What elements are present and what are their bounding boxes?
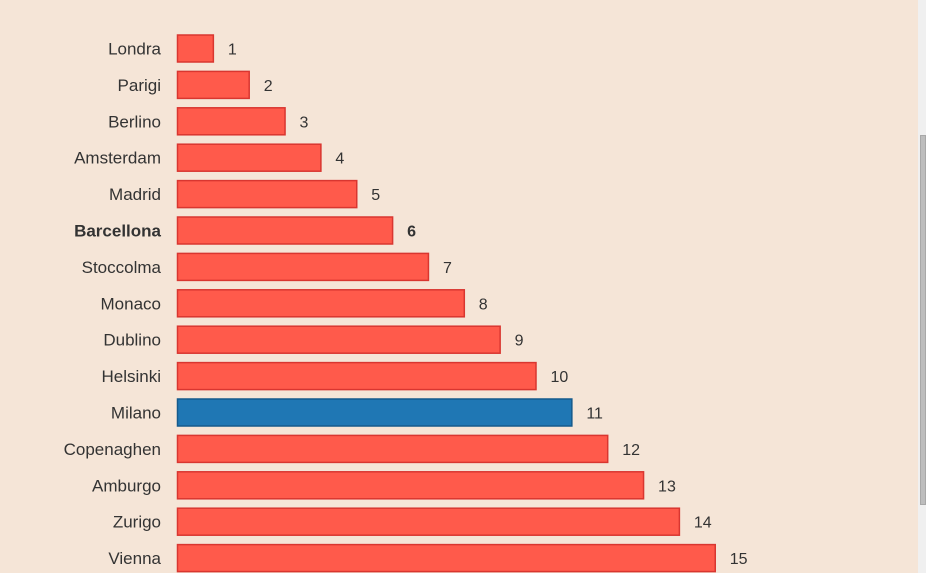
bar-vienna [176,543,716,573]
category-label: Milano [111,404,161,423]
category-label: Stoccolma [82,258,162,277]
value-label: 6 [407,224,416,241]
bar-barcellona [176,216,394,245]
value-label: 11 [586,406,603,423]
value-label: 14 [694,515,712,532]
value-label: 7 [443,260,452,277]
bar-helsinki [176,361,537,391]
category-label: Dublino [103,331,161,350]
bar-amsterdam [176,143,322,172]
bar-zurigo [176,507,681,536]
category-label: Vienna [108,549,161,568]
bar-madrid [176,179,358,209]
value-label: 12 [622,442,640,459]
value-label: 1 [228,42,237,59]
category-label: Amburgo [92,476,161,495]
category-label: Londra [108,40,161,59]
bar-berlino [176,107,286,136]
bar-stoccolma [176,252,430,282]
category-label: Amsterdam [74,149,161,168]
value-label: 2 [264,78,273,95]
bar-milano [176,398,573,427]
category-label: Barcellona [74,222,161,241]
category-label: Berlino [108,112,161,131]
bar-amburgo [176,471,645,500]
category-label: Madrid [109,185,161,204]
value-label: 5 [371,187,380,204]
value-label: 3 [300,114,309,131]
category-label: Copenaghen [64,440,161,459]
bar-parigi [176,70,250,100]
value-label: 8 [479,296,488,313]
category-label: Monaco [101,294,161,313]
category-label: Zurigo [113,513,161,532]
category-label: Parigi [118,76,161,95]
value-label: 10 [551,369,569,386]
value-label: 4 [335,151,344,168]
bar-monaco [176,289,466,318]
value-label: 15 [730,551,748,568]
scrollbar-thumb[interactable] [920,135,926,505]
value-label: 13 [658,478,676,495]
bar-londra [176,34,215,63]
bar-copenaghen [176,434,609,464]
bar-dublino [176,325,501,354]
value-label: 9 [515,333,524,350]
category-label: Helsinki [101,367,161,386]
